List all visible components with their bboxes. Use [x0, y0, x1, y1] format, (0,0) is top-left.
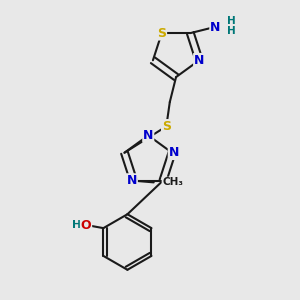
Text: S: S — [162, 120, 171, 133]
Text: CH₃: CH₃ — [162, 177, 183, 188]
Text: N: N — [169, 146, 179, 159]
Text: O: O — [81, 219, 91, 232]
Text: S: S — [157, 27, 166, 40]
Text: H: H — [72, 220, 81, 230]
Text: H: H — [227, 26, 236, 36]
Text: N: N — [210, 21, 220, 34]
Text: H: H — [227, 16, 236, 26]
Text: N: N — [194, 54, 204, 67]
Text: N: N — [127, 174, 137, 187]
Text: N: N — [143, 129, 154, 142]
